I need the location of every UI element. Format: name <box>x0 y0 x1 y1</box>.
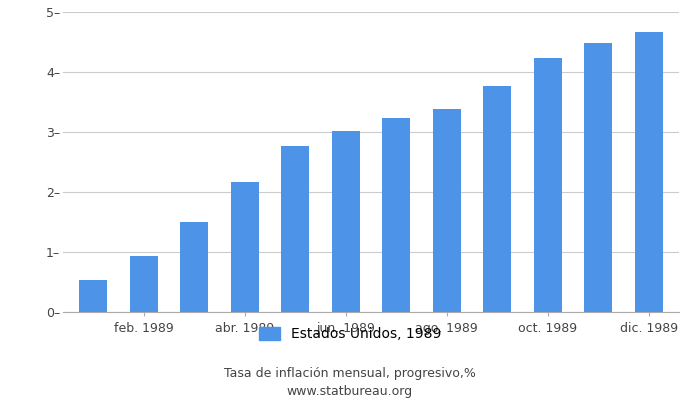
Bar <box>281 146 309 312</box>
Legend: Estados Unidos, 1989: Estados Unidos, 1989 <box>259 327 441 341</box>
Text: Tasa de inflación mensual, progresivo,%: Tasa de inflación mensual, progresivo,% <box>224 368 476 380</box>
Bar <box>332 131 360 312</box>
Text: www.statbureau.org: www.statbureau.org <box>287 386 413 398</box>
Bar <box>181 222 208 312</box>
Bar <box>433 109 461 312</box>
Bar <box>584 42 612 312</box>
Bar <box>79 280 107 312</box>
Bar <box>382 118 410 312</box>
Bar <box>483 86 511 312</box>
Bar <box>635 32 663 312</box>
Bar <box>130 256 158 312</box>
Bar <box>231 182 259 312</box>
Bar <box>534 58 561 312</box>
